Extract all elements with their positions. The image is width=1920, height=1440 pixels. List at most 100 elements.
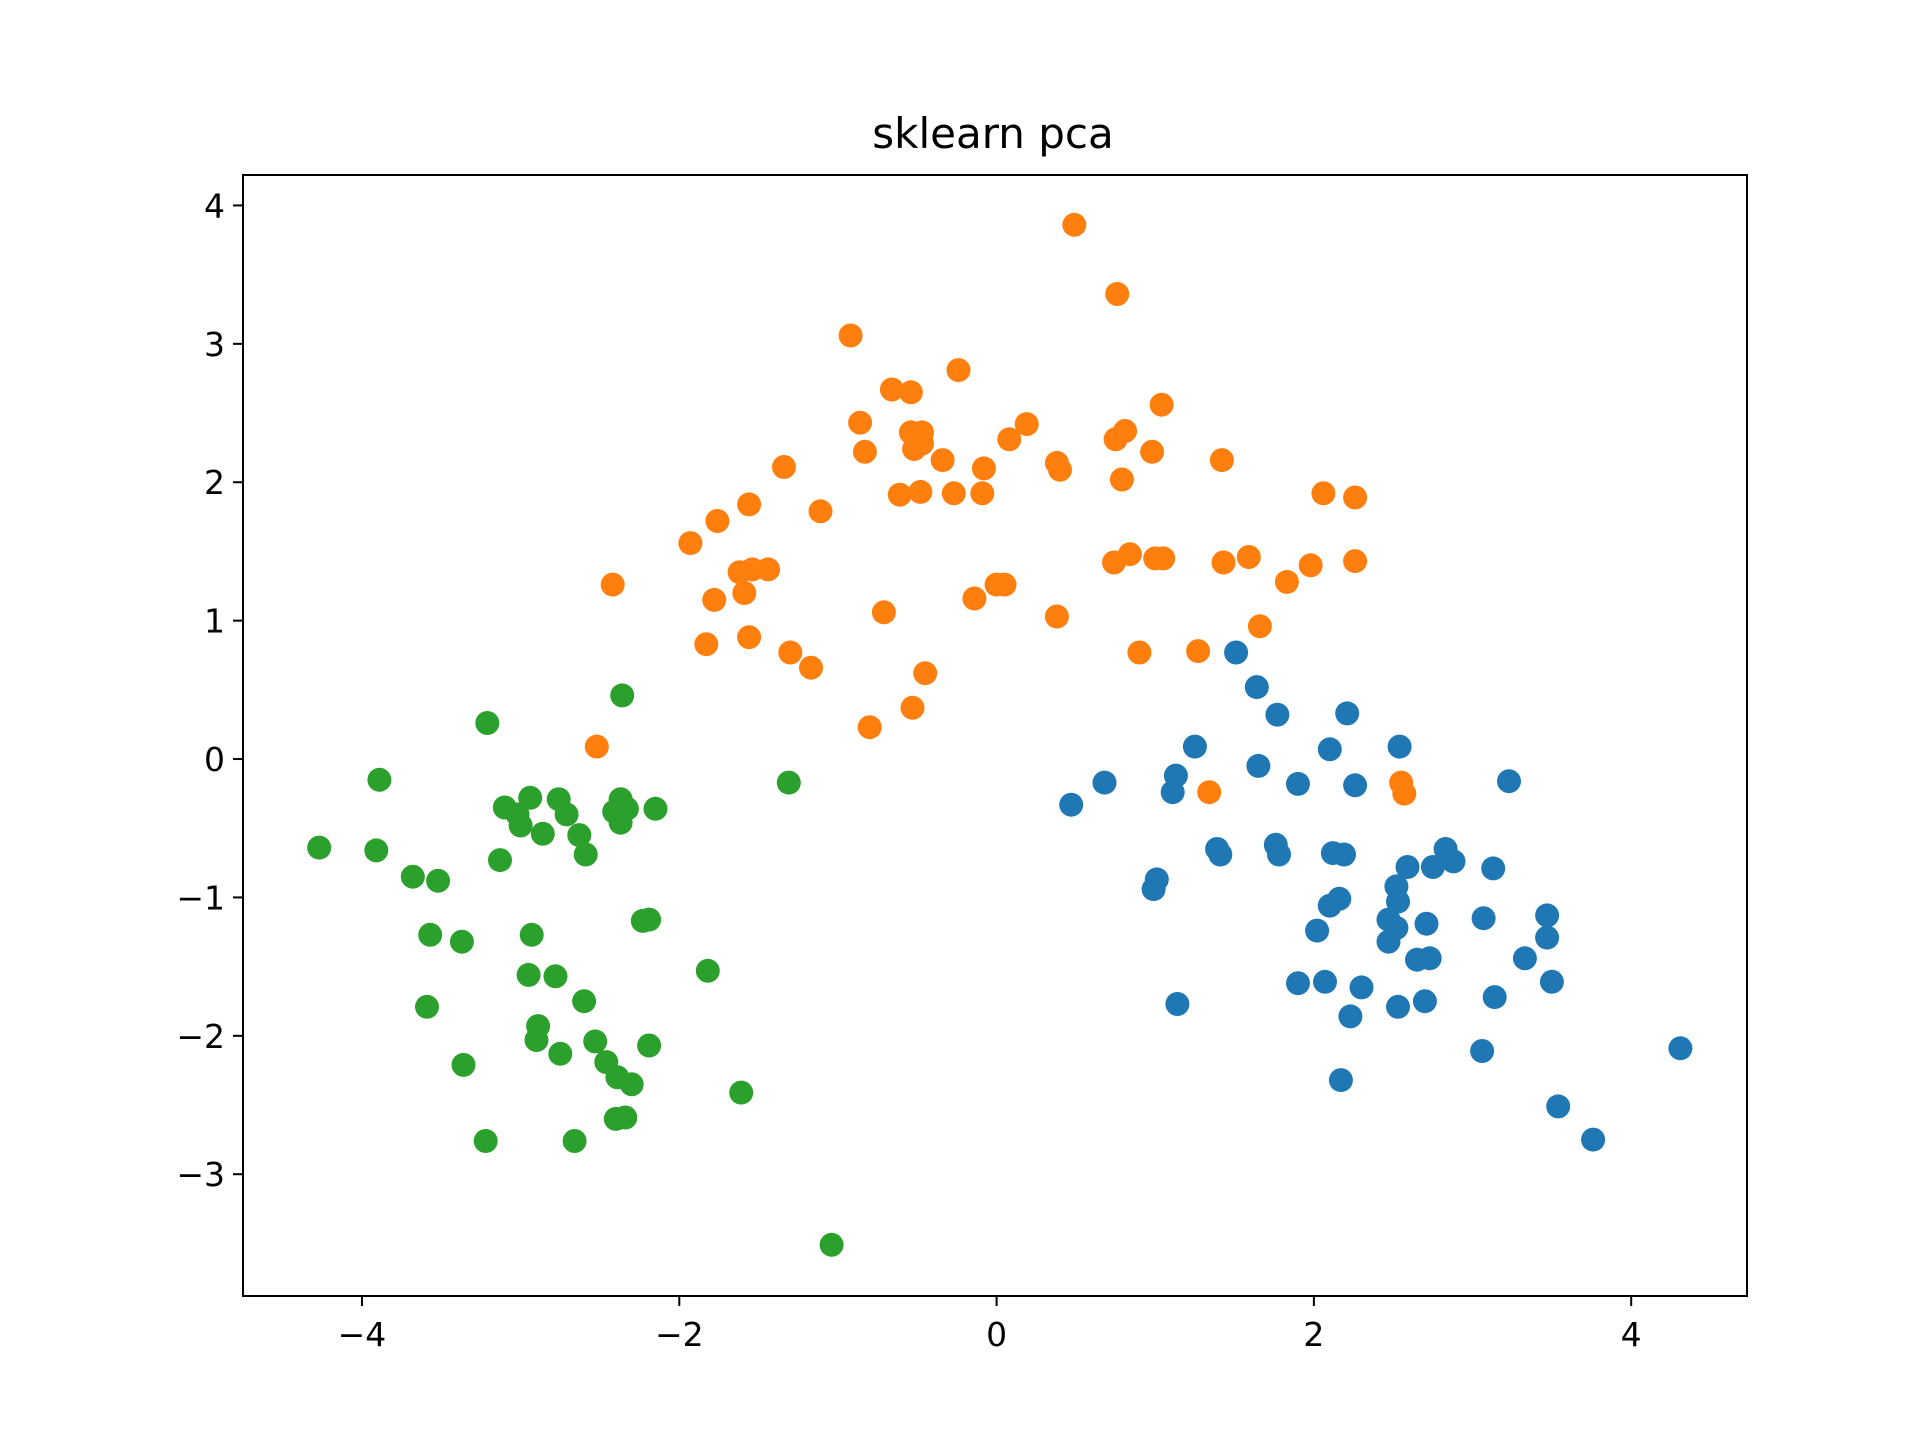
data-point-series-3 bbox=[364, 838, 389, 863]
data-point-series-1 bbox=[1417, 946, 1442, 971]
data-point-series-3 bbox=[619, 1072, 644, 1097]
data-point-series-1 bbox=[1286, 971, 1310, 996]
data-point-series-3 bbox=[367, 767, 392, 792]
data-point-series-1 bbox=[1668, 1036, 1693, 1061]
data-point-series-3 bbox=[573, 842, 598, 867]
data-point-series-2 bbox=[852, 439, 877, 464]
data-point-series-1 bbox=[1160, 780, 1185, 805]
data-point-series-3 bbox=[418, 922, 443, 947]
data-point-series-2 bbox=[930, 448, 955, 473]
data-point-series-1 bbox=[1535, 903, 1560, 928]
data-point-series-2 bbox=[678, 531, 703, 556]
plot-frame bbox=[242, 174, 1748, 1297]
data-point-series-2 bbox=[1343, 485, 1368, 510]
data-point-series-2 bbox=[799, 655, 823, 680]
data-point-series-2 bbox=[946, 358, 971, 383]
y-tick-label: 2 bbox=[204, 463, 225, 502]
data-point-series-1 bbox=[1313, 969, 1337, 994]
data-point-series-3 bbox=[518, 785, 543, 810]
data-point-series-1 bbox=[1482, 985, 1507, 1010]
data-point-series-2 bbox=[705, 509, 730, 533]
data-point-series-2 bbox=[1247, 614, 1272, 639]
data-point-series-2 bbox=[900, 695, 925, 720]
data-point-series-1 bbox=[1208, 842, 1233, 867]
data-point-series-3 bbox=[776, 770, 801, 795]
x-tick-label: −2 bbox=[655, 1315, 704, 1354]
data-point-series-2 bbox=[1298, 553, 1323, 578]
data-point-series-2 bbox=[1274, 569, 1299, 594]
data-point-series-1 bbox=[1246, 753, 1271, 778]
data-point-series-2 bbox=[1211, 550, 1236, 575]
data-point-series-3 bbox=[519, 922, 544, 947]
data-point-series-1 bbox=[1317, 893, 1342, 918]
data-point-series-2 bbox=[737, 625, 762, 650]
data-point-series-1 bbox=[1224, 640, 1249, 665]
data-point-series-1 bbox=[1265, 702, 1290, 727]
data-point-series-1 bbox=[1414, 911, 1439, 936]
data-point-series-3 bbox=[637, 907, 662, 932]
data-point-series-3 bbox=[572, 989, 597, 1014]
y-axis: −3 −2 −1 0 1 2 3 4 bbox=[176, 186, 243, 1194]
data-points bbox=[307, 212, 1693, 1257]
data-point-series-3 bbox=[307, 835, 332, 860]
data-point-series-3 bbox=[610, 683, 635, 708]
y-tick-label: −3 bbox=[176, 1155, 225, 1194]
data-point-series-3 bbox=[608, 810, 633, 835]
data-point-series-2 bbox=[732, 581, 757, 605]
data-point-series-2 bbox=[871, 600, 896, 625]
data-point-series-2 bbox=[1109, 467, 1134, 492]
data-point-series-2 bbox=[584, 734, 609, 759]
data-point-series-1 bbox=[1376, 929, 1401, 954]
data-point-series-3 bbox=[583, 1029, 608, 1054]
data-point-series-3 bbox=[524, 1028, 549, 1052]
data-point-series-2 bbox=[1343, 549, 1368, 574]
data-point-series-3 bbox=[516, 962, 541, 987]
data-point-series-2 bbox=[1140, 439, 1165, 464]
data-point-series-2 bbox=[1102, 550, 1126, 575]
data-point-series-2 bbox=[694, 632, 719, 657]
data-point-series-1 bbox=[1441, 849, 1466, 874]
data-point-series-2 bbox=[941, 481, 966, 506]
data-point-series-3 bbox=[415, 994, 439, 1019]
chart-title: sklearn pca bbox=[872, 109, 1113, 158]
data-point-series-1 bbox=[1165, 992, 1190, 1016]
data-point-series-2 bbox=[1197, 780, 1222, 805]
y-tick-label: 0 bbox=[204, 740, 225, 779]
data-point-series-2 bbox=[1209, 448, 1234, 473]
data-point-series-1 bbox=[1335, 701, 1360, 726]
data-point-series-3 bbox=[548, 1041, 573, 1066]
data-point-series-1 bbox=[1535, 925, 1560, 950]
data-point-series-2 bbox=[1105, 282, 1130, 306]
data-point-series-2 bbox=[772, 455, 796, 479]
data-point-series-2 bbox=[600, 572, 625, 597]
data-point-series-2 bbox=[1186, 639, 1211, 664]
data-point-series-2 bbox=[879, 377, 904, 402]
data-point-series-1 bbox=[1497, 769, 1521, 794]
data-point-series-3 bbox=[729, 1080, 754, 1105]
data-point-series-3 bbox=[508, 813, 533, 838]
data-point-series-1 bbox=[1386, 994, 1410, 1019]
data-point-series-3 bbox=[530, 821, 555, 846]
data-point-series-2 bbox=[1311, 481, 1336, 506]
data-point-series-2 bbox=[1127, 640, 1152, 665]
data-point-series-2 bbox=[778, 640, 803, 665]
data-point-series-3 bbox=[567, 823, 592, 848]
y-tick-label: 1 bbox=[204, 602, 225, 641]
data-point-series-3 bbox=[488, 848, 512, 873]
data-point-series-1 bbox=[1092, 770, 1117, 795]
data-point-series-1 bbox=[1267, 842, 1291, 867]
data-point-series-1 bbox=[1244, 675, 1269, 700]
data-point-series-3 bbox=[819, 1232, 844, 1257]
data-point-series-2 bbox=[1048, 457, 1072, 482]
data-point-series-2 bbox=[902, 437, 927, 461]
data-point-series-1 bbox=[1059, 792, 1084, 817]
data-point-series-3 bbox=[637, 1033, 662, 1058]
y-tick-label: −2 bbox=[176, 1017, 225, 1056]
data-point-series-3 bbox=[473, 1129, 498, 1153]
data-point-series-1 bbox=[1512, 946, 1537, 971]
data-point-series-3 bbox=[554, 802, 579, 827]
data-point-series-2 bbox=[971, 456, 996, 481]
data-point-series-2 bbox=[962, 586, 987, 611]
x-tick-label: −4 bbox=[338, 1315, 387, 1354]
